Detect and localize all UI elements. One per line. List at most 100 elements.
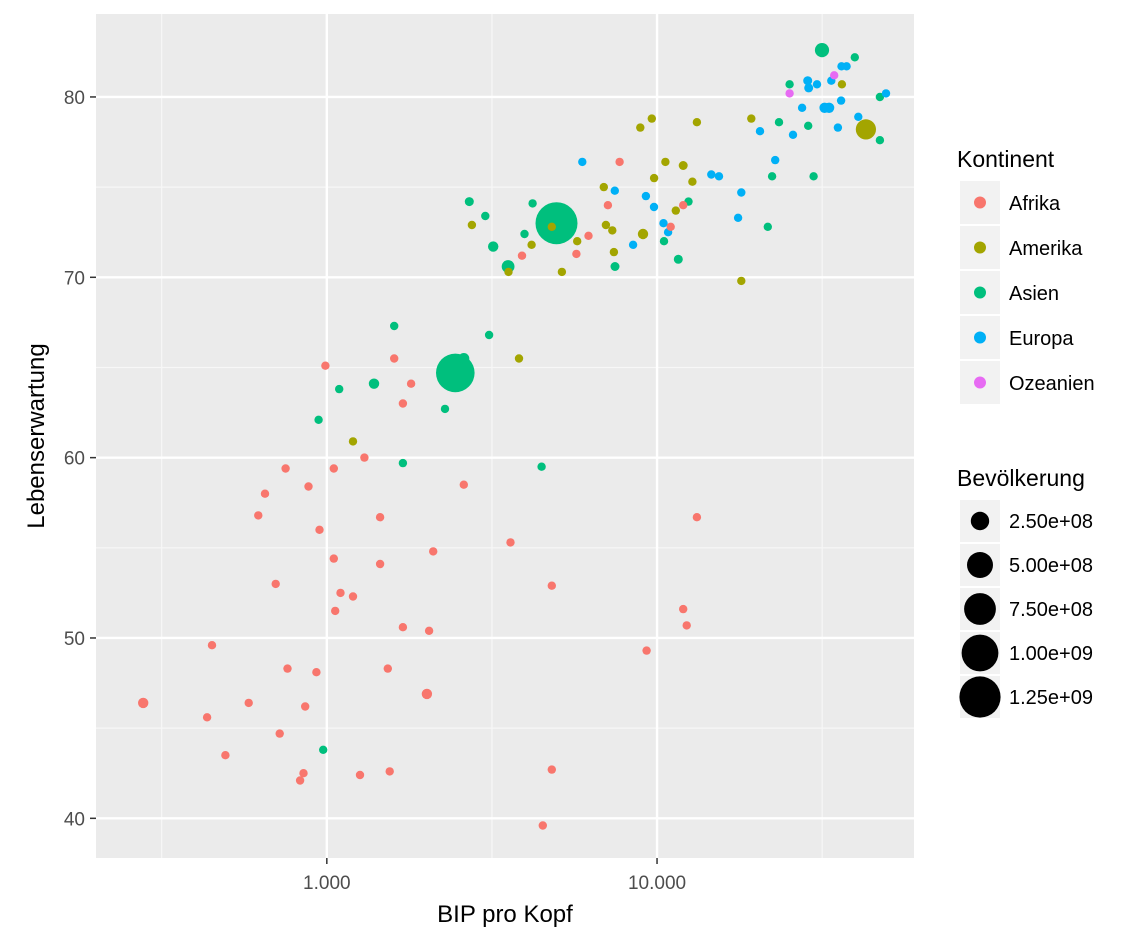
- point-amerika: [747, 114, 756, 123]
- point-afrika: [271, 579, 280, 589]
- y-tick-label: 60: [64, 449, 85, 470]
- point-asien: [774, 118, 784, 127]
- point-europa: [610, 186, 619, 195]
- legend-key-europa: [974, 331, 986, 344]
- point-afrika: [584, 231, 593, 240]
- y-axis: 40 50 60 70 80: [64, 88, 96, 830]
- legend-label-amerika: Amerika: [1009, 238, 1083, 260]
- point-afrika: [321, 361, 330, 370]
- point-amerika: [573, 237, 582, 246]
- point-afrika: [666, 222, 675, 231]
- point-asien: [804, 121, 813, 130]
- point-afrika: [429, 547, 438, 556]
- point-afrika: [398, 623, 408, 632]
- legend-key-ozeanien: [974, 376, 986, 389]
- point-afrika: [679, 201, 688, 210]
- y-tick-label: 70: [64, 268, 85, 289]
- point-europa: [755, 127, 765, 136]
- legend-size-label: 1.25e+09: [1009, 687, 1093, 709]
- point-afrika: [383, 664, 392, 673]
- point-afrika: [406, 379, 416, 388]
- point-asien: [390, 321, 399, 331]
- point-afrika: [221, 751, 230, 760]
- point-ozeanien: [830, 71, 839, 80]
- point-europa: [659, 219, 668, 228]
- point-amerika: [737, 276, 746, 286]
- point-amerika: [855, 119, 877, 140]
- point-amerika: [601, 220, 611, 230]
- legend-key-afrika: [974, 196, 986, 209]
- point-afrika: [138, 697, 149, 709]
- legend-size-label: 7.50e+08: [1009, 599, 1093, 621]
- point-europa: [881, 89, 891, 98]
- x-tick-label: 10.000: [628, 873, 686, 894]
- point-amerika: [837, 80, 847, 89]
- point-asien: [785, 80, 794, 89]
- point-afrika: [692, 513, 702, 522]
- point-asien: [488, 241, 499, 252]
- point-europa: [578, 157, 587, 167]
- point-asien: [319, 745, 328, 754]
- point-afrika: [312, 668, 321, 677]
- point-amerika: [514, 354, 524, 363]
- legend-key-amerika: [974, 241, 986, 254]
- x-axis: 1.000 10.000: [303, 858, 686, 894]
- point-afrika: [275, 729, 284, 738]
- point-afrika: [336, 588, 345, 598]
- point-asien: [440, 404, 450, 414]
- legend-label-europa: Europa: [1009, 328, 1074, 350]
- point-afrika: [421, 688, 433, 700]
- point-asien: [850, 53, 859, 62]
- point-europa: [833, 123, 843, 132]
- legend-size-key: [959, 676, 1001, 718]
- legend-label-ozeanien: Ozeanien: [1009, 373, 1095, 395]
- x-axis-title: BIP pro Kopf: [437, 901, 573, 928]
- point-asien: [763, 222, 772, 231]
- point-afrika: [459, 480, 468, 489]
- point-amerika: [527, 240, 536, 249]
- point-afrika: [360, 453, 369, 462]
- legend-size-label: 2.50e+08: [1009, 511, 1093, 533]
- point-amerika: [661, 157, 670, 167]
- point-europa: [812, 80, 822, 89]
- grid-major: [96, 14, 914, 858]
- point-afrika: [547, 581, 556, 590]
- point-afrika: [506, 538, 515, 547]
- point-amerika: [671, 206, 680, 215]
- point-europa: [836, 96, 846, 105]
- point-asien: [314, 415, 323, 424]
- point-ozeanien: [785, 89, 794, 98]
- point-afrika: [254, 511, 263, 520]
- point-asien: [610, 262, 620, 271]
- point-amerika: [678, 161, 688, 170]
- point-afrika: [283, 664, 292, 673]
- legend-label-asien: Asien: [1009, 283, 1059, 305]
- point-afrika: [603, 201, 613, 210]
- point-europa: [804, 83, 814, 93]
- legend-size-key: [970, 511, 990, 531]
- point-amerika: [609, 247, 619, 257]
- point-afrika: [390, 354, 399, 363]
- point-europa: [823, 102, 835, 114]
- point-afrika: [375, 513, 385, 522]
- point-afrika: [375, 559, 385, 569]
- legend-kontinent-title: Kontinent: [957, 146, 1055, 172]
- point-europa: [737, 188, 746, 197]
- point-amerika: [547, 222, 556, 231]
- point-amerika: [348, 437, 358, 446]
- point-europa: [854, 112, 863, 122]
- point-asien: [767, 172, 777, 181]
- point-afrika: [304, 482, 313, 491]
- plot-background: [96, 14, 914, 858]
- point-afrika: [260, 489, 270, 498]
- point-afrika: [202, 713, 212, 722]
- point-afrika: [295, 776, 305, 785]
- point-afrika: [538, 821, 547, 830]
- point-afrika: [682, 621, 691, 630]
- point-afrika: [642, 646, 651, 655]
- point-afrika: [355, 770, 365, 780]
- point-afrika: [315, 525, 324, 534]
- legend-key-asien: [974, 286, 986, 299]
- point-afrika: [517, 251, 527, 260]
- point-europa: [842, 62, 851, 71]
